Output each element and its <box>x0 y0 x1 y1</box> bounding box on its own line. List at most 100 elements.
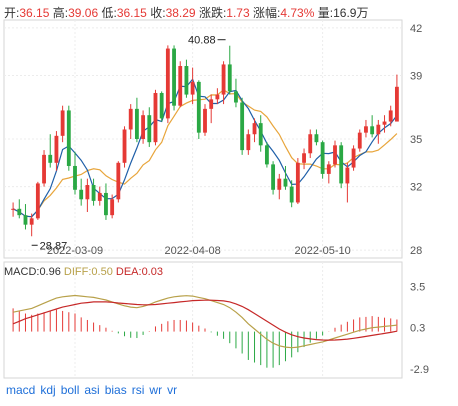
candle-body <box>364 126 368 133</box>
candle-body <box>283 178 288 187</box>
candle-body <box>35 183 40 219</box>
candle-body <box>196 81 201 133</box>
candle-body <box>184 66 189 95</box>
candle-body <box>215 94 220 100</box>
close-value: 38.29 <box>165 6 196 20</box>
candle-body <box>17 208 22 216</box>
candle-body <box>357 132 362 149</box>
tab-bias[interactable]: bias <box>104 383 127 397</box>
indicator-tabs: macd kdj boll asi bias rsi wr vr <box>6 383 182 397</box>
candle-body <box>190 81 195 95</box>
macd-y-tick: 3.5 <box>410 281 425 293</box>
candle-body <box>351 148 356 168</box>
candle-body <box>209 99 214 109</box>
high-label: 高 <box>52 6 65 20</box>
volume-label: 量 <box>317 6 330 20</box>
candle-body <box>147 115 152 143</box>
open-label: 开 <box>4 6 17 20</box>
candle-body <box>326 164 331 174</box>
candle-body <box>394 86 399 122</box>
tab-asi[interactable]: asi <box>84 383 100 397</box>
candle-body <box>339 145 344 184</box>
volume-value: 16.9万 <box>333 6 369 20</box>
kline-y-tick: 39 <box>410 71 422 83</box>
candle-body <box>42 154 46 184</box>
candle-body <box>104 192 108 216</box>
tab-kdj[interactable]: kdj <box>40 383 56 397</box>
candle-body <box>73 165 77 190</box>
candle-body <box>172 48 176 106</box>
candle-body <box>48 154 53 163</box>
low-value: 36.15 <box>116 6 147 20</box>
open-value: 36.15 <box>19 6 50 20</box>
candle-body <box>85 185 90 200</box>
candle-body <box>128 108 133 130</box>
candle-body <box>66 110 71 166</box>
candle-body <box>97 192 102 201</box>
candle-body <box>165 48 170 119</box>
high-value: 39.06 <box>68 6 99 20</box>
tab-wr[interactable]: wr <box>149 383 163 397</box>
candle-body <box>240 102 245 151</box>
macd-frame <box>3 261 403 379</box>
candle-body <box>314 134 319 143</box>
candle-body <box>277 178 282 190</box>
pct-label: 涨幅 <box>253 6 278 20</box>
kline-frame <box>3 19 403 259</box>
tab-macd[interactable]: macd <box>6 383 36 397</box>
candle-body <box>91 185 96 201</box>
candle-body <box>302 153 306 163</box>
candle-body <box>246 134 251 151</box>
candle-body <box>227 64 232 92</box>
candle-body <box>388 110 393 122</box>
close-label: 收 <box>150 6 163 20</box>
candle-body <box>295 162 300 203</box>
kline-y-tick: 28 <box>410 245 422 257</box>
candle-body <box>289 186 294 203</box>
candle-body <box>116 162 121 200</box>
candle-body <box>320 142 325 174</box>
candle-body <box>370 126 375 135</box>
candle-body <box>382 121 387 125</box>
x-date-label: 2022-03-09 <box>47 245 103 257</box>
tab-boll[interactable]: boll <box>60 383 80 397</box>
candle-body <box>79 189 84 200</box>
tab-vr[interactable]: vr <box>167 383 178 397</box>
dea-line <box>12 299 398 341</box>
candle-body <box>221 64 226 95</box>
macd-y-tick: 0.3 <box>410 323 425 335</box>
pct-value: 4.73% <box>280 6 315 20</box>
candle-body <box>203 108 207 133</box>
candle-body <box>345 167 350 184</box>
candle-body <box>159 92 164 119</box>
candle-body <box>258 123 263 146</box>
candle-body <box>54 135 59 163</box>
x-date-label: 2022-04-08 <box>164 245 220 257</box>
macd-value: MACD:0.96 <box>4 266 61 278</box>
candle-body <box>271 164 276 190</box>
candle-body <box>376 124 381 135</box>
candle-body <box>308 134 313 154</box>
candle-body <box>110 199 115 216</box>
candle-body <box>23 215 28 225</box>
candle-body <box>333 145 337 165</box>
candle-body <box>141 115 146 139</box>
candle-body <box>234 91 238 103</box>
candle-body <box>252 123 257 135</box>
candle-body <box>264 145 269 165</box>
low-label: 低 <box>101 6 114 20</box>
candle-body <box>29 218 34 225</box>
x-date-label: 2022-05-10 <box>294 245 350 257</box>
macd-y-tick: -2.9 <box>410 364 429 376</box>
tab-rsi[interactable]: rsi <box>131 383 145 397</box>
candle-body <box>153 92 158 143</box>
ma-fast-line <box>12 78 398 218</box>
candle-body <box>134 108 139 139</box>
dif-value: DIFF:0.50 <box>63 266 113 278</box>
macd-legend: MACD:0.96 DIFF:0.50 DEA:0.03 <box>4 266 163 278</box>
ma-slow-line <box>12 88 398 218</box>
candle-body <box>60 110 65 136</box>
kline-y-tick: 35 <box>410 134 422 146</box>
max-price-label: 40.88 <box>188 35 216 47</box>
